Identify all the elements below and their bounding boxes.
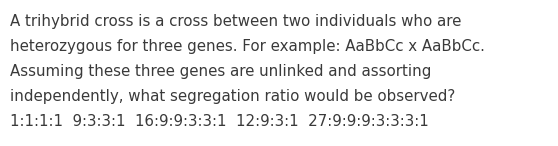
Text: Assuming these three genes are unlinked and assorting: Assuming these three genes are unlinked …: [10, 64, 431, 79]
Text: A trihybrid cross is a cross between two individuals who are: A trihybrid cross is a cross between two…: [10, 14, 461, 29]
Text: independently, what segregation ratio would be observed?: independently, what segregation ratio wo…: [10, 89, 455, 104]
Text: heterozygous for three genes. For example: AaBbCc x AaBbCc.: heterozygous for three genes. For exampl…: [10, 39, 485, 54]
Text: 1:1:1:1  9:3:3:1  16:9:9:3:3:1  12:9:3:1  27:9:9:9:3:3:3:1: 1:1:1:1 9:3:3:1 16:9:9:3:3:1 12:9:3:1 27…: [10, 114, 429, 129]
